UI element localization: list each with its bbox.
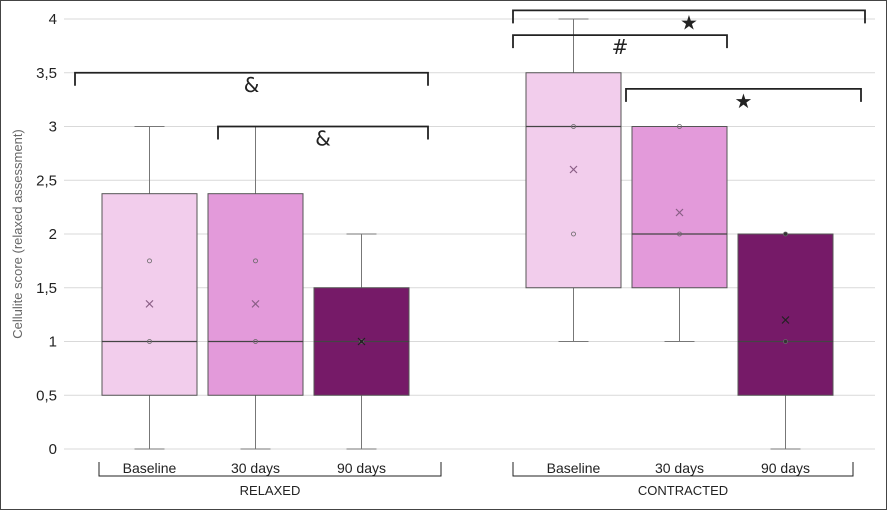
- boxes: [101, 18, 834, 450]
- significance-symbol: ★: [735, 89, 753, 113]
- y-tick-label: 3,5: [36, 65, 57, 82]
- box-iqr: [207, 193, 304, 396]
- mean-marker: [145, 299, 154, 308]
- data-point: [147, 339, 152, 344]
- y-tick-label: 3: [49, 119, 57, 136]
- significance-bracket: [74, 71, 429, 86]
- significance-bracket: [217, 125, 429, 140]
- x-category-label: Baseline: [123, 460, 177, 476]
- box-iqr: [101, 193, 198, 396]
- mean-marker: [569, 165, 578, 174]
- group-label: RELAXED: [240, 483, 301, 498]
- mean-marker: [781, 316, 790, 324]
- data-point: [571, 231, 576, 237]
- significance-symbol: ★: [680, 10, 698, 34]
- box-iqr: [631, 126, 728, 289]
- y-tick-label: 2: [49, 226, 57, 243]
- group-bracket: [98, 462, 442, 477]
- gridlines: [64, 18, 875, 450]
- significance-bracket: [625, 87, 862, 102]
- mean-marker: [675, 208, 684, 217]
- y-tick-label: 4: [49, 11, 57, 28]
- group-label: CONTRACTED: [638, 483, 728, 498]
- significance-annotations: & & # ★ ★: [74, 9, 866, 151]
- mean-marker: [357, 337, 366, 346]
- data-point: [783, 231, 788, 237]
- data-point: [147, 258, 152, 264]
- box-iqr: [737, 233, 834, 396]
- box-relaxed-90-days: [313, 233, 410, 450]
- data-point: [677, 124, 682, 129]
- box-contracted-30-days: [631, 124, 728, 342]
- data-point: [253, 258, 258, 264]
- mean-marker: [251, 299, 260, 308]
- group-bracket: [512, 462, 854, 477]
- box-contracted-baseline: [525, 18, 622, 342]
- y-tick-label: 2,5: [36, 172, 57, 189]
- y-axis: 0 0,5 1 1,5 2 2,5 3 3,5 4: [36, 11, 57, 458]
- data-point: [253, 339, 258, 344]
- x-category-label: 30 days: [231, 460, 280, 476]
- x-category-label: 90 days: [761, 460, 810, 476]
- data-point: [571, 124, 576, 129]
- y-axis-label: Cellulite score (relaxed assessment): [10, 129, 25, 339]
- box-relaxed-baseline: [101, 126, 198, 450]
- significance-symbol: #: [612, 35, 629, 59]
- data-point: [783, 339, 788, 344]
- y-tick-label: 0: [49, 441, 57, 458]
- y-tick-label: 0,5: [36, 387, 57, 404]
- box-contracted-90-days: [737, 231, 834, 450]
- box-iqr: [525, 72, 622, 289]
- x-category-label: 30 days: [655, 460, 704, 476]
- significance-bracket: [512, 9, 866, 24]
- y-tick-label: 1: [49, 334, 57, 351]
- data-point: [677, 231, 682, 237]
- box-relaxed-30-days: [207, 126, 304, 450]
- significance-bracket: [512, 34, 728, 49]
- significance-symbol: &: [244, 73, 260, 97]
- significance-symbol: &: [315, 127, 331, 151]
- y-tick-label: 1,5: [36, 280, 57, 297]
- x-category-label: Baseline: [547, 460, 601, 476]
- x-axis: Baseline 30 days 90 days RELAXED Baseline 30 …: [98, 460, 854, 498]
- x-category-label: 90 days: [337, 460, 386, 476]
